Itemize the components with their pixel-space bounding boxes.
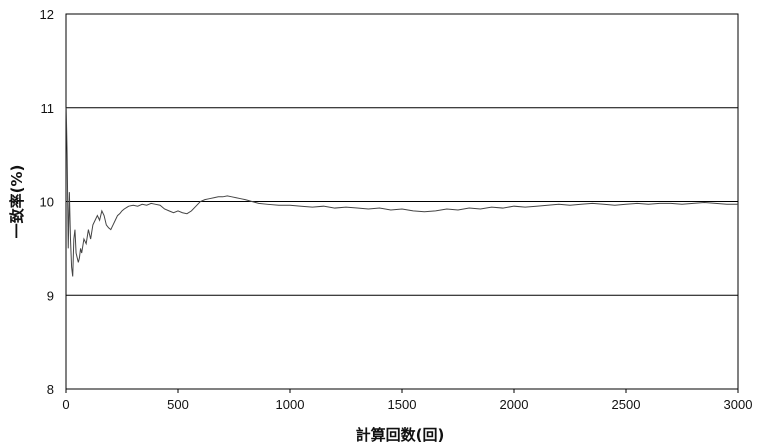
y-tick-label: 11 — [41, 101, 55, 116]
y-tick-label: 9 — [47, 288, 54, 303]
x-tick-label: 0 — [62, 397, 69, 412]
y-tick-label: 8 — [47, 382, 54, 397]
x-tick-label: 500 — [167, 397, 189, 412]
y-tick-labels: 8 9 10 11 12 — [40, 7, 54, 397]
series-line — [65, 107, 738, 277]
x-tick-label: 3000 — [724, 397, 753, 412]
x-tick-label: 2000 — [500, 397, 529, 412]
x-tick-label: 1000 — [276, 397, 305, 412]
grid-lines — [66, 107, 738, 296]
y-axis-title: 一致率(%) — [8, 165, 26, 239]
plot-area — [65, 13, 739, 390]
y-tick-label: 10 — [40, 195, 54, 210]
x-tick-label: 2500 — [612, 397, 641, 412]
x-tick-labels: 0 500 1000 1500 2000 2500 3000 — [62, 389, 752, 412]
x-tick-label: 1500 — [388, 397, 417, 412]
x-axis-title: 計算回数(回) — [356, 426, 445, 444]
y-tick-label: 12 — [40, 7, 54, 22]
